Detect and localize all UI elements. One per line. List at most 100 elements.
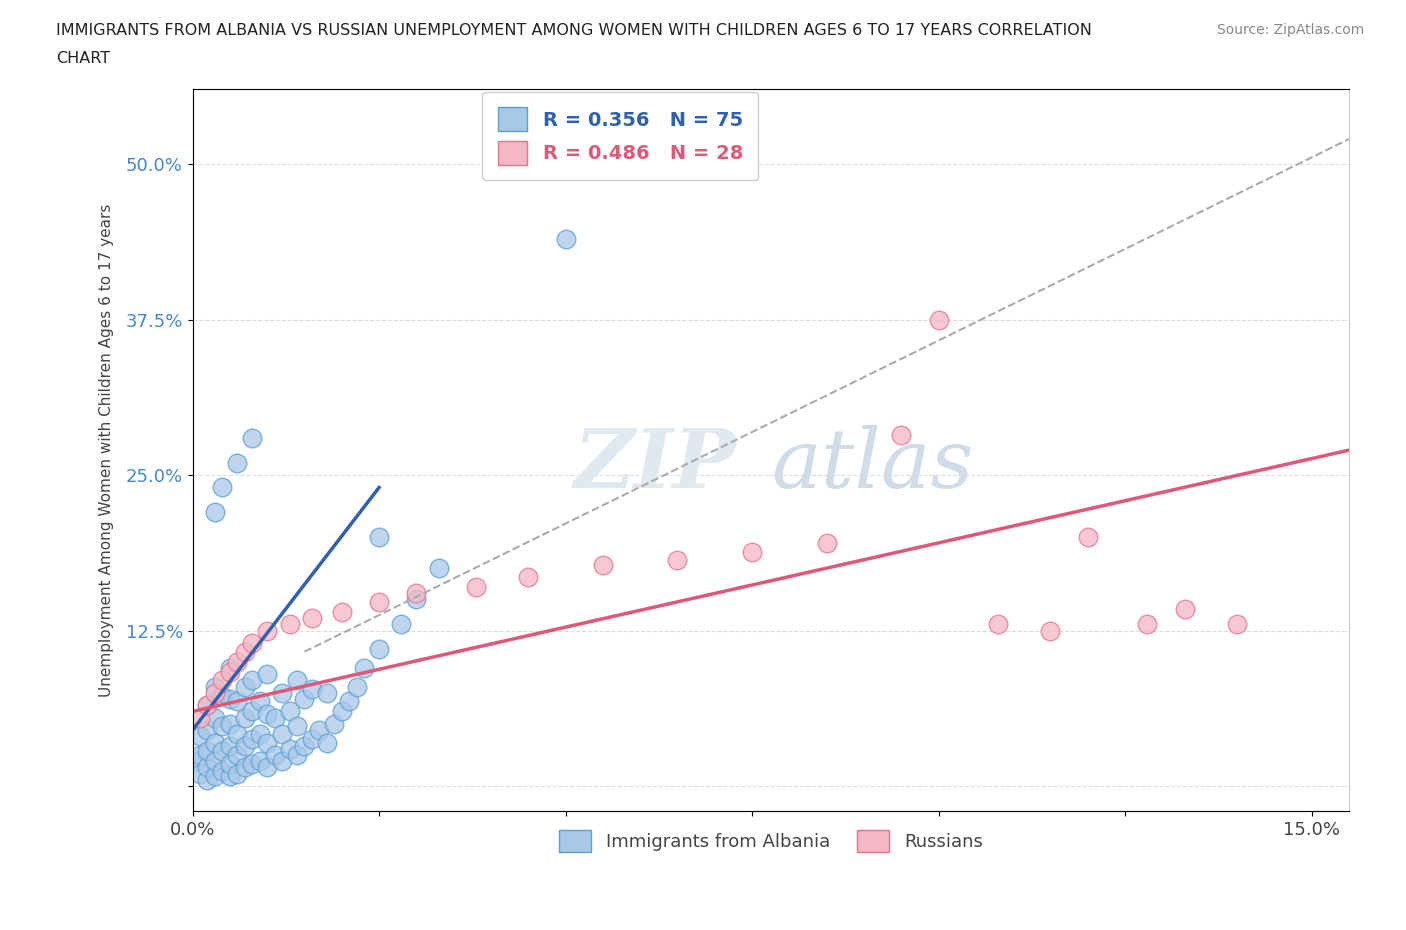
Point	[263, 748, 285, 763]
Point	[368, 594, 391, 609]
Point	[218, 769, 240, 784]
Point	[285, 748, 308, 763]
Point	[233, 679, 256, 694]
Point	[301, 731, 323, 746]
Point	[256, 707, 278, 722]
Point	[301, 682, 323, 697]
Point	[815, 536, 838, 551]
Text: IMMIGRANTS FROM ALBANIA VS RUSSIAN UNEMPLOYMENT AMONG WOMEN WITH CHILDREN AGES 6: IMMIGRANTS FROM ALBANIA VS RUSSIAN UNEMP…	[56, 23, 1092, 38]
Point	[337, 694, 360, 709]
Point	[285, 719, 308, 734]
Point	[197, 760, 219, 775]
Point	[197, 698, 219, 712]
Point	[249, 753, 271, 768]
Point	[987, 617, 1010, 631]
Legend: Immigrants from Albania, Russians: Immigrants from Albania, Russians	[551, 823, 990, 859]
Point	[285, 673, 308, 688]
Point	[204, 753, 226, 768]
Point	[211, 744, 233, 759]
Point	[226, 694, 249, 709]
Point	[204, 711, 226, 725]
Point	[271, 753, 294, 768]
Point	[1226, 617, 1249, 631]
Point	[204, 505, 226, 520]
Point	[218, 692, 240, 707]
Point	[197, 744, 219, 759]
Text: atlas: atlas	[770, 425, 973, 505]
Point	[226, 748, 249, 763]
Point	[197, 773, 219, 788]
Point	[666, 552, 689, 567]
Point	[211, 480, 233, 495]
Point	[1174, 602, 1197, 617]
Point	[249, 726, 271, 741]
Point	[204, 735, 226, 750]
Point	[240, 635, 263, 650]
Point	[240, 731, 263, 746]
Point	[204, 769, 226, 784]
Point	[263, 711, 285, 725]
Point	[249, 694, 271, 709]
Point	[233, 711, 256, 725]
Point	[218, 660, 240, 675]
Point	[211, 719, 233, 734]
Y-axis label: Unemployment Among Women with Children Ages 6 to 17 years: Unemployment Among Women with Children A…	[100, 204, 114, 697]
Point	[1136, 617, 1159, 631]
Point	[294, 738, 316, 753]
Point	[271, 685, 294, 700]
Point	[188, 766, 211, 781]
Point	[278, 617, 301, 631]
Point	[204, 679, 226, 694]
Point	[197, 723, 219, 737]
Point	[315, 685, 337, 700]
Text: Source: ZipAtlas.com: Source: ZipAtlas.com	[1216, 23, 1364, 37]
Point	[554, 232, 576, 246]
Point	[256, 667, 278, 682]
Point	[405, 586, 427, 601]
Point	[405, 592, 427, 607]
Point	[218, 716, 240, 731]
Point	[226, 455, 249, 470]
Point	[218, 738, 240, 753]
Point	[592, 557, 614, 572]
Point	[330, 704, 353, 719]
Point	[517, 569, 540, 584]
Point	[211, 689, 233, 704]
Point	[271, 726, 294, 741]
Point	[368, 530, 391, 545]
Point	[233, 760, 256, 775]
Point	[186, 753, 208, 768]
Point	[278, 741, 301, 756]
Point	[1077, 530, 1099, 545]
Point	[301, 611, 323, 626]
Point	[233, 644, 256, 659]
Text: ZIP: ZIP	[574, 425, 735, 505]
Point	[256, 623, 278, 638]
Point	[256, 760, 278, 775]
Point	[323, 716, 346, 731]
Point	[315, 735, 337, 750]
Point	[211, 673, 233, 688]
Point	[741, 545, 763, 560]
Point	[368, 642, 391, 657]
Point	[197, 698, 219, 712]
Point	[204, 685, 226, 700]
Point	[240, 673, 263, 688]
Point	[240, 704, 263, 719]
Point	[188, 711, 211, 725]
Point	[353, 660, 375, 675]
Point	[391, 617, 413, 631]
Point	[427, 561, 450, 576]
Point	[218, 756, 240, 771]
Point	[294, 692, 316, 707]
Point	[233, 738, 256, 753]
Point	[330, 604, 353, 619]
Point	[278, 704, 301, 719]
Point	[218, 664, 240, 679]
Point	[240, 756, 263, 771]
Point	[346, 679, 368, 694]
Point	[308, 723, 330, 737]
Point	[226, 766, 249, 781]
Point	[465, 579, 488, 594]
Point	[226, 726, 249, 741]
